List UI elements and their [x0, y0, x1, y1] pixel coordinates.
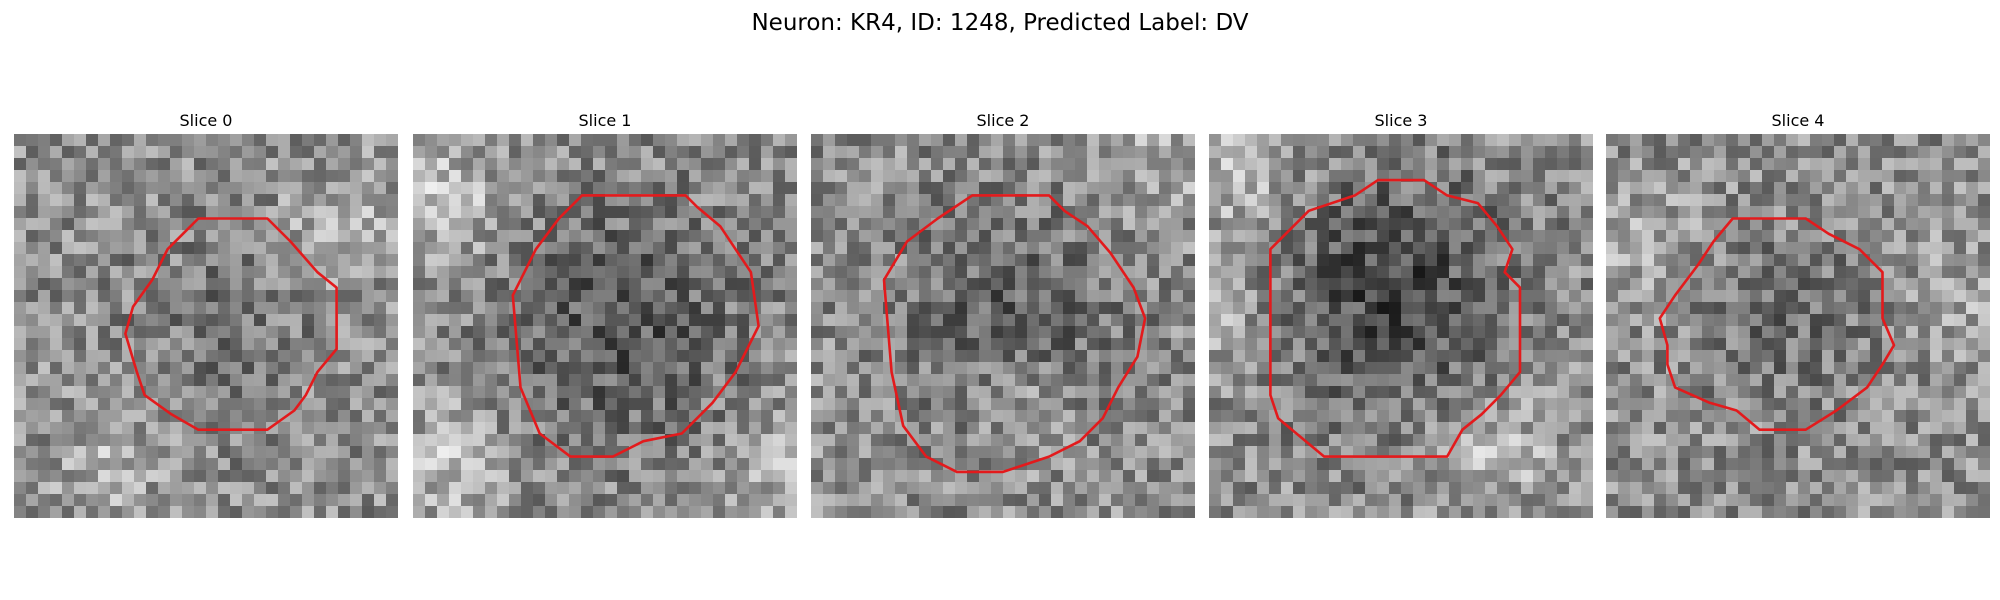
slice-title-3: Slice 3 [1374, 111, 1428, 130]
slice-panel-2: Slice 2 [811, 108, 1195, 518]
slice-image-0 [14, 134, 398, 518]
slice-image-2 [811, 134, 1195, 518]
slice-panel-0: Slice 0 [14, 108, 398, 518]
roi-contour [1269, 178, 1522, 458]
roi-contour [882, 194, 1147, 474]
slice-title-2: Slice 2 [976, 111, 1030, 130]
roi-contour [511, 194, 760, 458]
roi-contour [1658, 217, 1896, 432]
pixel-grid [14, 134, 398, 518]
slice-title-1: Slice 1 [578, 111, 632, 130]
slice-title-4: Slice 4 [1771, 111, 1825, 130]
slice-panel-3: Slice 3 [1209, 108, 1593, 518]
slice-title-0: Slice 0 [179, 111, 233, 130]
slice-panel-1: Slice 1 [413, 108, 797, 518]
pixel-grid [413, 134, 797, 518]
slice-panel-4: Slice 4 [1606, 108, 1990, 518]
roi-contour [124, 217, 338, 432]
pixel-grid [1209, 134, 1593, 518]
slice-image-1 [413, 134, 797, 518]
slice-image-3 [1209, 134, 1593, 518]
pixel-grid [1606, 134, 1990, 518]
pixel-grid [811, 134, 1195, 518]
figure-title: Neuron: KR4, ID: 1248, Predicted Label: … [751, 10, 1249, 36]
slice-image-4 [1606, 134, 1990, 518]
